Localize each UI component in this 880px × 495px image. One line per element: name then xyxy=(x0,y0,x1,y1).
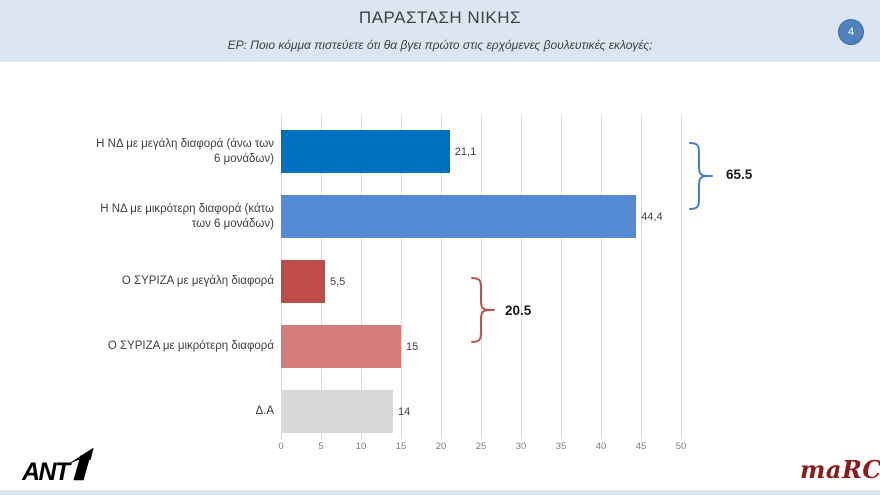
marc-logo: maRC xyxy=(800,455,880,484)
x-axis-tick-label: 20 xyxy=(435,441,447,452)
x-axis-tick-label: 0 xyxy=(278,441,284,452)
gridline xyxy=(481,115,482,439)
category-label: Ο ΣΥΡΙΖΑ με μεγάλη διαφορά xyxy=(121,275,274,288)
svg-text:ANT: ANT xyxy=(22,458,72,486)
x-axis-tick-label: 40 xyxy=(595,441,607,452)
slide-header: ΠΑΡΑΣΤΑΣΗ ΝΙΚΗΣ ΕΡ: Ποιο κόμμα πιστεύετε… xyxy=(0,0,880,62)
ant1-logo: ANT xyxy=(21,446,100,493)
bar xyxy=(281,130,450,173)
bar xyxy=(281,390,393,433)
bar xyxy=(281,260,325,303)
value-label: 14 xyxy=(398,405,411,418)
x-axis-tick-label: 15 xyxy=(395,441,407,452)
gridline xyxy=(561,115,562,439)
x-axis-tick-label: 30 xyxy=(515,441,527,452)
gridline xyxy=(401,115,402,439)
x-axis-tick-label: 10 xyxy=(355,441,367,452)
bottom-accent-strip xyxy=(0,490,880,495)
gridline xyxy=(521,115,522,439)
bar xyxy=(281,195,637,238)
x-axis-tick-label: 50 xyxy=(675,441,687,452)
syriza-total-brace xyxy=(470,276,496,344)
value-label: 21,1 xyxy=(454,145,477,158)
slide-subtitle: ΕΡ: Ποιο κόμμα πιστεύετε ότι θα βγει πρώ… xyxy=(227,38,653,52)
gridline xyxy=(441,115,442,439)
x-axis-tick-label: 45 xyxy=(635,441,647,452)
category-label: Η ΝΔ με μεγάλη διαφορά (άνω των 6 μονάδω… xyxy=(96,137,274,165)
value-label: 15 xyxy=(406,340,419,353)
x-axis-tick-label: 35 xyxy=(555,441,567,452)
gridline xyxy=(601,115,602,439)
page-number-badge: 4 xyxy=(838,19,864,45)
x-axis-tick-label: 25 xyxy=(475,441,487,452)
category-label: Δ.Α xyxy=(255,405,274,418)
slide-title: ΠΑΡΑΣΤΑΣΗ ΝΙΚΗΣ xyxy=(358,8,522,27)
nd-total-label: 65.5 xyxy=(726,167,753,182)
syriza-total-label: 20.5 xyxy=(505,303,532,318)
value-label: 5,5 xyxy=(330,275,346,288)
gridline xyxy=(681,115,682,439)
category-label: Ο ΣΥΡΙΖΑ με μικρότερη διαφορά xyxy=(107,340,274,353)
value-label: 44,4 xyxy=(641,210,663,223)
bar xyxy=(281,325,401,368)
category-label: Η ΝΔ με μικρότερη διαφορά (κάτω των 6 μο… xyxy=(100,202,274,230)
x-axis-tick-label: 5 xyxy=(318,441,324,452)
nd-total-brace xyxy=(688,141,714,211)
gridline xyxy=(361,115,362,439)
gridline xyxy=(641,115,642,439)
